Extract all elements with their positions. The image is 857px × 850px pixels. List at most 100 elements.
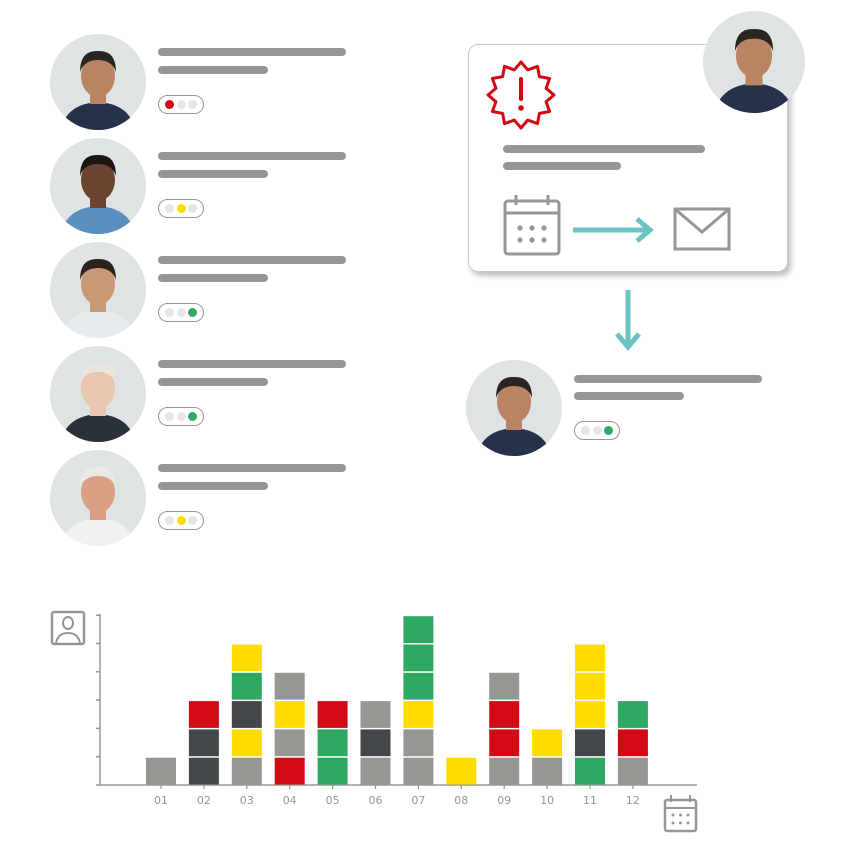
status-dot — [580, 426, 590, 435]
x-tick-label: 06 — [369, 794, 383, 807]
person-photo — [714, 29, 794, 113]
bar-segment-05-green — [317, 757, 348, 785]
status-dot — [176, 100, 186, 109]
x-tick-label: 08 — [454, 794, 468, 807]
person-photo — [60, 466, 136, 546]
bar-segment-09-red — [489, 729, 520, 757]
person-text-line — [158, 152, 346, 160]
person-text-line — [158, 256, 346, 264]
person-photo — [60, 50, 136, 130]
bar-segment-11-yellow — [575, 644, 605, 672]
bar-segment-11-green — [575, 757, 605, 785]
avatar — [50, 242, 146, 338]
alert-badge-icon — [486, 60, 556, 130]
bar-segment-03-yellow — [231, 644, 262, 672]
person-text-line — [158, 482, 268, 490]
bar-segment-07-green — [403, 672, 434, 700]
bar-segment-08-yellow — [446, 757, 477, 785]
bar-segment-09-red — [489, 701, 520, 728]
status-indicator — [158, 303, 204, 322]
x-tick-label: 12 — [626, 794, 640, 807]
bar-segment-06-gray — [360, 701, 391, 728]
status-dot — [188, 204, 198, 213]
bar-segment-03-gray — [231, 757, 262, 785]
bar-segment-11-yellow — [575, 701, 605, 728]
status-indicator — [158, 407, 204, 426]
x-tick-label: 11 — [583, 794, 597, 807]
person-text-line — [158, 274, 268, 282]
bar-segment-09-gray — [489, 672, 520, 700]
status-indicator — [158, 199, 204, 218]
bar-segment-07-gray — [403, 729, 434, 757]
bar-segment-10-yellow — [532, 729, 563, 757]
person-photo — [60, 362, 136, 442]
x-tick-label: 04 — [283, 794, 297, 807]
x-tick-label: 05 — [326, 794, 340, 807]
card-text-line — [503, 145, 705, 153]
person-photo — [60, 154, 136, 234]
bar-segment-07-gray — [403, 757, 434, 785]
person-photo — [476, 376, 552, 456]
status-dot — [164, 100, 174, 109]
stacked-bar-chart: 01 02 03 04 05 06 07 08 09 10 11 12 — [50, 610, 698, 833]
calendar-icon — [503, 195, 561, 256]
status-dot — [188, 412, 198, 421]
bar-segment-03-dark — [231, 701, 262, 728]
status-dot — [164, 412, 174, 421]
result-text-line — [574, 375, 762, 383]
status-dot — [176, 204, 186, 213]
status-dot — [164, 516, 174, 525]
arrow-down-icon — [615, 290, 641, 351]
calendar-icon — [663, 795, 698, 833]
bar-segment-07-green — [403, 616, 434, 643]
bar-segment-07-green — [403, 644, 434, 672]
person-text-line — [158, 360, 346, 368]
bar-segment-05-green — [317, 729, 348, 757]
bar-segment-11-dark — [575, 729, 605, 757]
person-photo — [60, 258, 136, 338]
x-tick-label: 10 — [540, 794, 554, 807]
bar-segment-11-yellow — [575, 672, 605, 700]
bar-segment-06-dark — [360, 729, 391, 757]
envelope-icon — [673, 207, 731, 251]
bar-segment-03-yellow — [231, 729, 262, 757]
bar-segment-01-gray — [146, 757, 176, 785]
bar-segment-02-dark — [188, 757, 219, 785]
card-text-line — [503, 162, 621, 170]
avatar — [50, 346, 146, 442]
avatar — [50, 34, 146, 130]
status-dot — [164, 308, 174, 317]
status-indicator — [574, 421, 620, 440]
avatar — [703, 11, 805, 113]
bar-segment-02-red — [188, 701, 219, 728]
person-text-line — [158, 464, 346, 472]
bar-segment-04-gray — [274, 729, 305, 757]
x-tick-label: 01 — [154, 794, 168, 807]
person-icon — [50, 610, 86, 646]
status-dot — [188, 100, 198, 109]
x-tick-label: 02 — [197, 794, 211, 807]
status-dot — [604, 426, 614, 435]
bar-segment-02-dark — [188, 729, 219, 757]
status-indicator — [158, 511, 204, 530]
bar-segment-12-green — [617, 701, 648, 728]
result-text-line — [574, 392, 684, 400]
person-text-line — [158, 378, 268, 386]
avatar — [466, 360, 562, 456]
arrow-right-icon — [573, 217, 654, 243]
avatar — [50, 138, 146, 234]
bar-segment-04-red — [274, 757, 305, 785]
person-text-line — [158, 170, 268, 178]
x-tick-label: 09 — [497, 794, 511, 807]
bar-segment-03-green — [231, 672, 262, 700]
status-dot — [188, 516, 198, 525]
person-text-line — [158, 48, 346, 56]
status-dot — [188, 308, 198, 317]
bar-segment-12-gray — [617, 757, 648, 785]
status-dot — [176, 412, 186, 421]
avatar — [50, 450, 146, 546]
x-tick-label: 03 — [240, 794, 254, 807]
bar-segment-07-yellow — [403, 701, 434, 728]
bar-segment-06-gray — [360, 757, 391, 785]
status-dot — [164, 204, 174, 213]
